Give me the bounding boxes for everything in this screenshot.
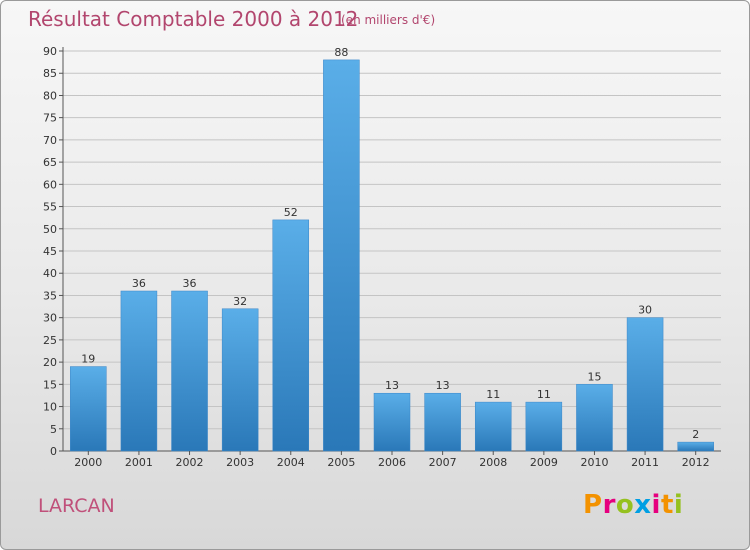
x-tick-label: 2006 <box>378 456 406 469</box>
bar <box>474 401 512 452</box>
y-tick-label: 40 <box>43 267 57 280</box>
x-tick-label: 2001 <box>125 456 153 469</box>
chart-title: Résultat Comptable 2000 à 2012 <box>28 7 359 31</box>
x-tick-label: 2003 <box>226 456 254 469</box>
proxiti-logo[interactable]: Proxiti <box>583 490 683 520</box>
bar <box>272 219 310 452</box>
bar <box>323 59 360 452</box>
y-tick-label: 60 <box>43 178 57 191</box>
x-tick-label: 2005 <box>327 456 355 469</box>
bar-value-label: 13 <box>436 379 450 392</box>
y-tick-label: 55 <box>43 201 57 214</box>
bar-value-label: 19 <box>81 353 95 366</box>
bar <box>626 317 664 452</box>
logo-letter: i <box>651 490 661 520</box>
bar-value-label: 88 <box>334 46 348 59</box>
y-tick-label: 45 <box>43 245 57 258</box>
logo-letter: r <box>602 490 616 520</box>
bar-value-label: 13 <box>385 379 399 392</box>
x-tick-label: 2002 <box>176 456 204 469</box>
bar-value-label: 11 <box>486 388 500 401</box>
logo-letter: i <box>673 490 684 520</box>
x-tick-label: 2004 <box>277 456 305 469</box>
x-tick-label: 2000 <box>74 456 102 469</box>
logo-letter: o <box>615 490 635 520</box>
bar <box>120 290 158 452</box>
bar <box>677 441 714 452</box>
y-tick-label: 85 <box>43 67 57 80</box>
y-tick-label: 20 <box>43 356 57 369</box>
x-tick-label: 2009 <box>530 456 558 469</box>
logo-letter: x <box>634 490 652 520</box>
y-tick-label: 70 <box>43 134 57 147</box>
bar-value-label: 2 <box>692 428 699 441</box>
logo-letter: P <box>583 490 603 520</box>
y-tick-label: 25 <box>43 334 57 347</box>
bar-value-label: 36 <box>132 277 146 290</box>
x-tick-label: 2012 <box>682 456 710 469</box>
x-tick-label: 2011 <box>631 456 659 469</box>
y-tick-label: 5 <box>50 423 57 436</box>
bar <box>424 392 461 452</box>
y-tick-label: 0 <box>50 445 57 458</box>
y-tick-label: 30 <box>43 312 57 325</box>
y-tick-label: 35 <box>43 289 57 302</box>
bar <box>221 308 259 452</box>
bar <box>373 392 411 452</box>
bar-value-label: 15 <box>587 370 601 383</box>
bar-value-label: 32 <box>233 295 247 308</box>
logo-letter: t <box>660 490 674 520</box>
x-tick-label: 2007 <box>429 456 457 469</box>
x-tick-label: 2008 <box>479 456 507 469</box>
bar-value-label: 30 <box>638 304 652 317</box>
y-tick-label: 10 <box>43 401 57 414</box>
y-tick-label: 75 <box>43 112 57 125</box>
chart-subtitle: (en milliers d'€) <box>341 13 436 27</box>
bar-value-label: 36 <box>183 277 197 290</box>
bar <box>171 290 208 452</box>
bar-value-label: 11 <box>537 388 551 401</box>
y-tick-label: 15 <box>43 378 57 391</box>
bar <box>525 401 563 452</box>
bar <box>576 384 613 452</box>
y-tick-label: 50 <box>43 223 57 236</box>
bar-value-label: 52 <box>284 206 298 219</box>
x-tick-label: 2010 <box>580 456 608 469</box>
y-tick-label: 80 <box>43 89 57 102</box>
y-tick-label: 90 <box>43 45 57 58</box>
commune-name: LARCAN <box>38 495 115 517</box>
bar <box>70 366 107 452</box>
y-tick-label: 65 <box>43 156 57 169</box>
